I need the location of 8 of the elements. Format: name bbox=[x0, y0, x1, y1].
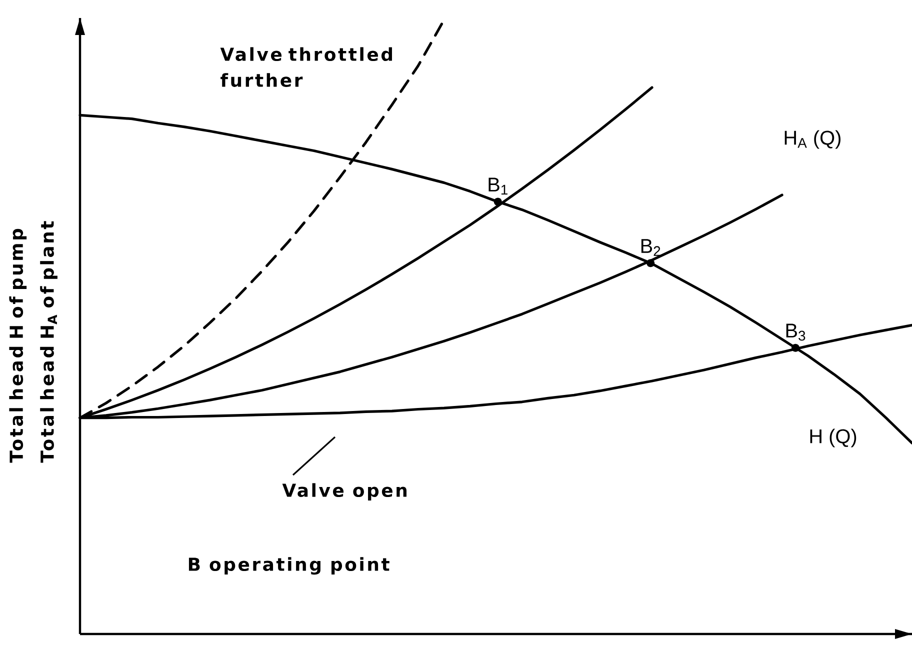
annotation: H$_{A}$ (Q) bbox=[784, 130, 840, 149]
annotation: B operating point bbox=[188, 557, 390, 575]
series-label: Valve throttled further bbox=[220, 47, 392, 87]
annotation: B$_{2}$ bbox=[641, 239, 660, 256]
annotation: B$_{1}$ bbox=[488, 178, 508, 195]
series-label: H (Q) bbox=[810, 428, 856, 448]
legend-label: Valve open bbox=[282, 483, 406, 501]
annotation: B$_{3}$ bbox=[786, 324, 806, 341]
